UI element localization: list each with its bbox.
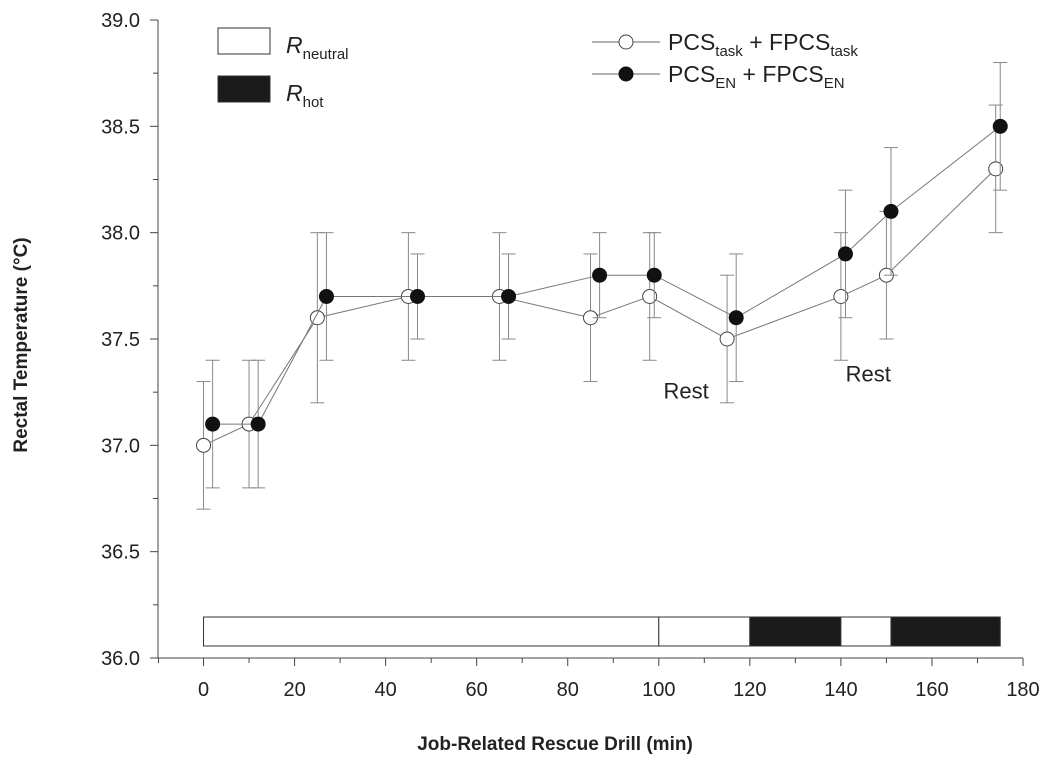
condition-segment-neutral — [840, 616, 892, 647]
x-tick-label: 20 — [283, 679, 305, 701]
series-legend: PCStask + FPCStask PCSEN + FPCSEN — [592, 29, 858, 92]
data-point — [592, 267, 608, 283]
data-point — [728, 310, 744, 326]
data-point — [719, 331, 735, 347]
x-tick-label: 180 — [1006, 679, 1039, 701]
data-point — [988, 161, 1004, 177]
data-point — [318, 288, 334, 304]
data-point — [992, 118, 1008, 134]
series-layer — [196, 62, 1008, 510]
y-tick-label: 37.5 — [101, 329, 140, 351]
legend-hot-label: Rhot — [286, 80, 324, 111]
y-axis: 36.0 36.5 37.0 37.5 38.0 38.5 39.0 — [101, 10, 159, 670]
legend-neutral-swatch — [217, 27, 271, 55]
annotations: Rest Rest — [663, 362, 890, 404]
data-point — [410, 288, 425, 304]
series-1 — [205, 62, 1008, 489]
x-tick-label: 160 — [915, 679, 948, 701]
annotation-rest: Rest — [846, 362, 891, 387]
legend-hot-swatch — [217, 75, 271, 103]
y-tick-label: 36.0 — [101, 648, 140, 670]
condition-segment-neutral — [203, 616, 660, 647]
y-tick-label: 38.5 — [101, 116, 140, 138]
y-tick-label: 38.0 — [101, 223, 140, 245]
legend-neutral-label: Rneutral — [286, 32, 349, 63]
condition-segment-hot — [749, 616, 842, 647]
x-tick-label: 140 — [824, 679, 857, 701]
x-tick-label: 0 — [198, 679, 209, 701]
data-point — [501, 288, 517, 304]
x-tick-label: 60 — [466, 679, 488, 701]
data-point — [642, 288, 658, 304]
condition-segment-hot — [890, 616, 1001, 647]
y-tick-label: 37.0 — [101, 435, 140, 457]
x-tick-label: 120 — [733, 679, 766, 701]
conditions-bar — [203, 616, 1001, 647]
x-tick-label: 100 — [642, 679, 675, 701]
y-tick-label: 36.5 — [101, 542, 140, 564]
y-tick-label: 39.0 — [101, 10, 140, 32]
annotation-rest: Rest — [663, 379, 708, 404]
y-axis-title: Rectal Temperature (°C) — [11, 237, 32, 452]
legend-series-1-label: PCSEN + FPCSEN — [668, 61, 845, 92]
condition-legend: Rneutral Rhot — [217, 27, 349, 111]
x-axis-title: Job-Related Rescue Drill (min) — [417, 734, 693, 755]
legend-series-0-label: PCStask + FPCStask — [668, 29, 858, 60]
data-point — [833, 288, 849, 304]
condition-segment-neutral — [658, 616, 751, 647]
data-point — [196, 437, 212, 453]
x-axis: 0 20 40 60 80 100 120 140 160 180 — [158, 657, 1040, 701]
legend-series-1-marker — [618, 66, 634, 82]
data-point — [646, 267, 662, 283]
data-point — [837, 246, 853, 262]
x-tick-label: 40 — [375, 679, 397, 701]
legend-series-0-marker — [618, 34, 634, 50]
data-point — [883, 203, 899, 219]
x-tick-label: 80 — [557, 679, 579, 701]
data-point — [205, 416, 221, 432]
data-point — [309, 310, 325, 326]
data-point — [250, 416, 266, 432]
